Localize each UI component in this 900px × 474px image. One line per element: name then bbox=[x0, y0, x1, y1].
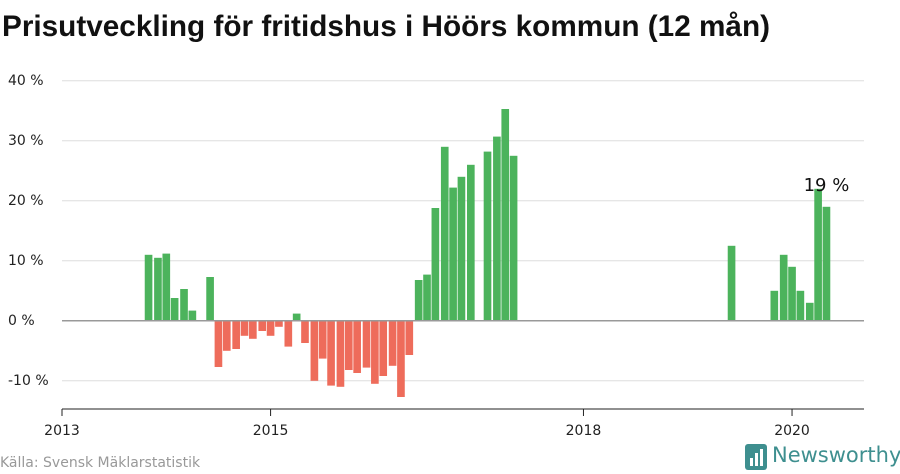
bar bbox=[449, 187, 457, 321]
bar bbox=[788, 266, 796, 321]
bar bbox=[336, 320, 345, 387]
bar bbox=[249, 320, 257, 339]
x-tick-label: 2020 bbox=[774, 423, 810, 439]
y-tick-label: 40 % bbox=[8, 73, 44, 89]
bar bbox=[144, 254, 153, 321]
bar bbox=[727, 245, 736, 321]
value-label: 19 % bbox=[804, 175, 850, 196]
logo-icon-bar bbox=[750, 458, 753, 466]
bar bbox=[431, 208, 440, 321]
bar bbox=[180, 289, 188, 321]
bar bbox=[353, 320, 361, 373]
bar bbox=[457, 176, 466, 321]
bar bbox=[770, 290, 779, 321]
bar bbox=[344, 320, 353, 370]
bar bbox=[805, 302, 814, 321]
bar bbox=[301, 320, 309, 343]
bar bbox=[275, 320, 283, 327]
chart-title: Prisutveckling för fritidshus i Höörs ko… bbox=[2, 10, 770, 43]
bar bbox=[206, 277, 214, 321]
bar bbox=[371, 320, 379, 384]
logo bbox=[745, 444, 767, 470]
bar bbox=[170, 298, 179, 321]
bar bbox=[796, 290, 805, 321]
bar bbox=[188, 310, 197, 321]
y-tick-label: 30 % bbox=[8, 133, 44, 149]
bar bbox=[327, 320, 335, 386]
bar bbox=[318, 320, 327, 359]
y-tick-label: 0 % bbox=[8, 313, 35, 329]
bar bbox=[214, 320, 223, 367]
x-tick-label: 2018 bbox=[566, 423, 602, 439]
brand: Newsworthy bbox=[772, 443, 900, 467]
bar bbox=[258, 320, 267, 331]
bar bbox=[423, 274, 431, 321]
bar bbox=[362, 320, 371, 368]
bar bbox=[440, 146, 449, 321]
y-tick-label: 20 % bbox=[8, 193, 44, 209]
bar bbox=[284, 320, 293, 347]
bar bbox=[814, 188, 822, 321]
y-tick-label: -10 % bbox=[8, 373, 49, 389]
bar bbox=[493, 136, 501, 321]
bar bbox=[483, 151, 492, 321]
bar bbox=[388, 320, 397, 366]
bar bbox=[822, 206, 831, 321]
x-tick-label: 2015 bbox=[253, 423, 289, 439]
bar bbox=[501, 109, 510, 321]
bar bbox=[222, 320, 231, 351]
source: Källa: Svensk Mäklarstatistik bbox=[0, 455, 201, 471]
logo-icon-bar bbox=[755, 453, 758, 466]
logo-icon-bar bbox=[760, 449, 763, 466]
bar bbox=[266, 320, 275, 336]
bar bbox=[405, 320, 414, 355]
y-tick-label: 10 % bbox=[8, 253, 44, 269]
bar bbox=[466, 164, 475, 321]
bar bbox=[162, 253, 171, 321]
bar bbox=[292, 313, 301, 321]
bar bbox=[509, 155, 518, 321]
bar bbox=[154, 257, 162, 321]
bar bbox=[779, 254, 788, 321]
bar bbox=[414, 280, 423, 321]
bar bbox=[232, 320, 240, 349]
bar bbox=[397, 320, 405, 397]
x-tick-label: 2013 bbox=[44, 423, 80, 439]
bar bbox=[379, 320, 388, 376]
bar bbox=[310, 320, 319, 381]
bar bbox=[240, 320, 249, 336]
